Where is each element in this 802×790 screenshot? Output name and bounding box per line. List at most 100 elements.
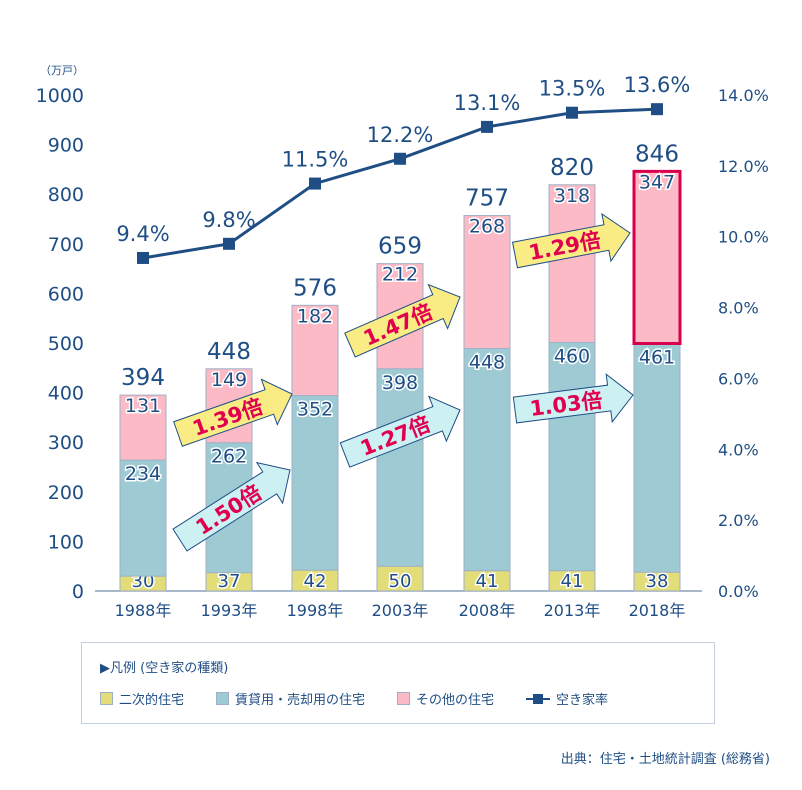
bar-total-label: 448: [207, 339, 251, 365]
y-right-tick: 12.0%: [718, 157, 769, 176]
arrow-shape: [173, 378, 293, 447]
bar-value-label: 352: [297, 399, 333, 421]
legend-item-rental: 賃貸用・売却用の住宅: [216, 689, 365, 708]
bar-value-label: 398: [382, 372, 418, 394]
bar-value-label: 131: [125, 395, 161, 417]
bar-value-label: 182: [297, 305, 333, 327]
bar-value-label: 212: [382, 264, 418, 286]
legend-swatch: [100, 692, 113, 705]
y-right-tick: 4.0%: [718, 440, 759, 459]
bar-value-label: 42: [304, 571, 327, 592]
bar-value-label: 318: [554, 185, 590, 207]
y-left-tick: 700: [48, 234, 84, 256]
bar-value-label: 38: [646, 571, 669, 592]
bar-value-label: 234: [125, 463, 161, 485]
legend-label: 二次的住宅: [119, 693, 185, 708]
y-left-tick: 100: [48, 531, 84, 553]
rate-label: 9.4%: [116, 222, 169, 246]
rate-marker: [309, 177, 321, 190]
rate-marker: [394, 152, 406, 165]
bar-value-label: 268: [469, 216, 505, 238]
bar-segment: [548, 184, 596, 344]
bar-value-label: 50: [389, 571, 412, 592]
bar-segment: [376, 368, 424, 567]
legend-item-other: その他の住宅: [397, 689, 494, 708]
arrow-shape: [172, 461, 291, 552]
x-tick: 2003年: [372, 601, 429, 620]
bar-segment: [548, 342, 596, 572]
arrow-shape: [344, 283, 461, 358]
bar-total-label: 576: [293, 275, 337, 301]
rate-label: 13.1%: [454, 91, 521, 115]
bar-value-label: 461: [639, 346, 675, 368]
legend-label: 賃貸用・売却用の住宅: [235, 693, 366, 708]
y-right-tick: 0.0%: [718, 582, 759, 601]
chart: （万戸） 0 100 200 300 400 500 600 700 800 900 1000 0.0%…: [36, 64, 769, 620]
legend-swatch: [216, 692, 230, 705]
legend-swatch: [397, 692, 411, 705]
rate-label: 9.8%: [202, 208, 255, 232]
bar-value-label: 448: [469, 351, 505, 373]
bar-segment: [463, 215, 511, 349]
rate-label: 13.6%: [624, 73, 691, 97]
legend-item-rate: 空き家率: [526, 689, 608, 708]
rate-marker: [481, 120, 493, 133]
bar-segment: [376, 565, 424, 592]
bar-value-label: 149: [211, 369, 247, 391]
x-tick: 1993年: [201, 601, 258, 620]
y-left-tick: 200: [48, 482, 84, 504]
bar-value-label: 41: [561, 571, 584, 592]
rate-label: 11.5%: [282, 148, 349, 172]
y-right-tick: 2.0%: [718, 511, 759, 530]
y-left-tick: 600: [48, 283, 84, 305]
rate-marker: [566, 106, 578, 119]
bar-value-label: 347: [639, 171, 675, 193]
x-tick: 2008年: [459, 601, 516, 620]
legend: ▶凡例 (空き家の種類) 二次的住宅 賃貸用・売却用の住宅 その他の住宅 空き家…: [81, 642, 715, 724]
bar-segment: [632, 169, 682, 345]
rate-label: 12.2%: [367, 123, 434, 147]
y-left-unit: （万戸）: [40, 64, 84, 77]
x-tick: 1988年: [115, 601, 172, 620]
y-right-tick: 10.0%: [718, 228, 769, 247]
arrow-shape: [512, 373, 634, 424]
bar-segment: [119, 394, 167, 461]
rate-label: 13.5%: [539, 77, 606, 101]
y-left-tick: 900: [48, 135, 84, 157]
bar-value-label: 262: [211, 446, 247, 468]
bar-segment: [463, 347, 511, 572]
line-marker-icon: [526, 693, 551, 705]
rate-marker: [223, 237, 235, 250]
arrow-shape: [511, 212, 631, 269]
y-left-tick: 300: [48, 432, 84, 454]
y-right-tick: 8.0%: [718, 299, 759, 318]
source-note: 出典：住宅・土地統計調査 (総務省): [560, 752, 770, 767]
bar-value-label: 41: [476, 571, 499, 592]
bar-total-label: 394: [121, 365, 165, 391]
bar-total-label: 820: [550, 155, 594, 181]
bar-total-label: 846: [635, 141, 679, 167]
y-left-tick: 0: [72, 581, 84, 603]
y-left-tick: 400: [48, 383, 84, 405]
bar-segment: [291, 304, 339, 397]
x-tick: 2018年: [629, 601, 686, 620]
y-left-tick: 500: [48, 333, 84, 355]
legend-title: ▶凡例 (空き家の種類): [100, 661, 229, 676]
bar-total-label: 659: [378, 234, 422, 260]
rate-marker: [137, 251, 149, 264]
bar-segment: [291, 395, 339, 571]
y-right-tick: 14.0%: [718, 86, 769, 105]
bar-value-label: 37: [218, 571, 241, 592]
growth-arrow: 1.03倍: [512, 373, 634, 424]
y-left-tick: 1000: [36, 85, 84, 107]
legend-label: 空き家率: [556, 693, 609, 708]
bar-segment: [633, 342, 681, 573]
x-tick: 2013年: [544, 601, 601, 620]
legend-label: その他の住宅: [416, 693, 495, 708]
arrow-shape: [339, 395, 461, 468]
y-right-tick: 6.0%: [718, 369, 759, 388]
y-left-tick: 800: [48, 184, 84, 206]
bar-total-label: 757: [465, 186, 509, 212]
rate-marker: [651, 103, 663, 116]
x-tick: 1998年: [287, 601, 344, 620]
